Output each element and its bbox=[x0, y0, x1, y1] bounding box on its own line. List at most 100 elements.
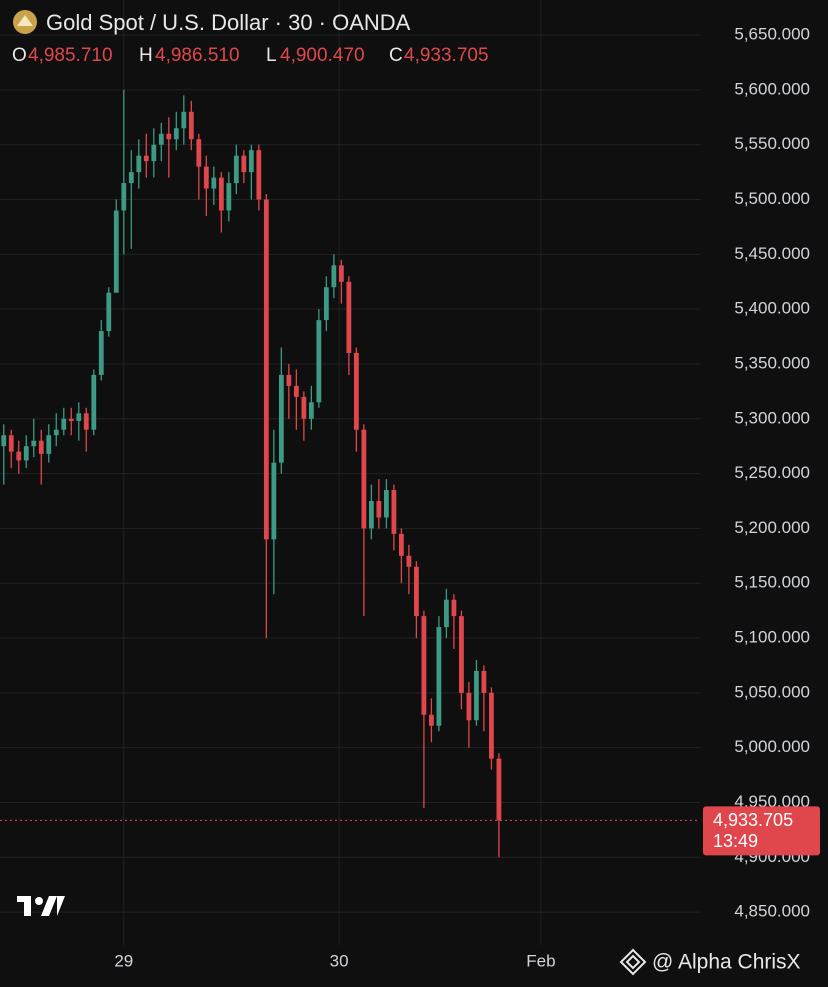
chart-title: Gold Spot / U.S. Dollar · 30 · OANDA bbox=[46, 10, 411, 35]
candle-body bbox=[181, 111, 187, 129]
candle-body bbox=[451, 599, 457, 617]
candle-body bbox=[406, 555, 412, 567]
candle-body bbox=[76, 413, 82, 421]
y-tick-label: 5,250.000 bbox=[734, 463, 810, 482]
candle-body bbox=[353, 353, 359, 430]
candle-body bbox=[316, 320, 322, 403]
candle-body bbox=[113, 210, 119, 293]
candle-body bbox=[413, 566, 419, 617]
last-price-label: 4,933.705 bbox=[713, 810, 793, 830]
candle-body bbox=[136, 155, 142, 173]
candle-body bbox=[346, 281, 352, 354]
candle-body bbox=[53, 429, 59, 436]
x-tick-label: 29 bbox=[114, 951, 133, 970]
candle-body bbox=[429, 714, 434, 726]
candle-body bbox=[376, 501, 382, 518]
candle-body bbox=[436, 627, 442, 726]
candle-body bbox=[151, 144, 157, 162]
x-tick-label: Feb bbox=[526, 951, 555, 970]
ohlc-value: 4,900.470 bbox=[280, 45, 365, 66]
candle-body bbox=[301, 396, 307, 419]
candle-body bbox=[211, 177, 217, 189]
ohlc-key: L bbox=[266, 45, 277, 66]
candle-body bbox=[383, 490, 389, 518]
candle-body bbox=[459, 616, 464, 693]
grid bbox=[0, 0, 700, 945]
candle-body bbox=[8, 435, 14, 452]
candle-body bbox=[121, 183, 127, 211]
candle-body bbox=[128, 172, 134, 184]
candle-body bbox=[23, 446, 29, 461]
y-tick-label: 5,650.000 bbox=[734, 25, 810, 44]
symbol-icon-glyph bbox=[17, 15, 33, 26]
candle-body bbox=[466, 692, 472, 721]
candle-body bbox=[98, 331, 104, 375]
candle-body bbox=[271, 462, 277, 540]
y-tick-label: 5,050.000 bbox=[734, 682, 810, 701]
candle-body bbox=[233, 155, 239, 184]
y-tick-label: 5,200.000 bbox=[734, 518, 810, 537]
candle-body bbox=[391, 490, 397, 534]
watermark-icon bbox=[619, 948, 647, 976]
candle-body bbox=[293, 385, 299, 397]
y-tick-label: 5,300.000 bbox=[734, 408, 810, 427]
candle-body bbox=[278, 374, 284, 463]
candle-body bbox=[421, 616, 427, 715]
candle-body bbox=[16, 451, 22, 461]
y-tick-label: 5,600.000 bbox=[734, 79, 810, 98]
candle-body bbox=[106, 292, 112, 332]
candle-body bbox=[496, 758, 502, 821]
candle-body bbox=[46, 435, 52, 454]
candle-body bbox=[203, 166, 209, 189]
y-tick-label: 5,100.000 bbox=[734, 628, 810, 647]
ohlc-key: C bbox=[389, 45, 403, 66]
y-tick-label: 5,500.000 bbox=[734, 189, 810, 208]
y-tick-label: 5,150.000 bbox=[734, 573, 810, 592]
candle-body bbox=[143, 155, 149, 162]
candle-body bbox=[166, 133, 172, 140]
countdown-label: 13:49 bbox=[713, 831, 758, 851]
candle-body bbox=[91, 374, 97, 430]
candle-body bbox=[256, 150, 262, 200]
candle-body bbox=[308, 402, 314, 419]
candle-body bbox=[31, 440, 37, 447]
candle-body bbox=[444, 599, 449, 628]
ohlc-key: O bbox=[12, 45, 27, 66]
candle-body bbox=[173, 128, 179, 140]
ohlc-value: 4,986.510 bbox=[155, 45, 240, 66]
y-tick-label: 5,350.000 bbox=[734, 353, 810, 372]
candle-body bbox=[241, 155, 247, 173]
candle-body bbox=[323, 287, 329, 321]
candle-body bbox=[474, 670, 479, 721]
watermark: @ Alpha ChrisX bbox=[652, 951, 801, 974]
candle-body bbox=[248, 150, 254, 173]
candle-body bbox=[361, 429, 367, 529]
candle-body bbox=[1, 435, 7, 447]
ohlc-key: H bbox=[139, 45, 153, 66]
x-tick-label: 30 bbox=[330, 951, 349, 970]
y-tick-label: 5,000.000 bbox=[734, 737, 810, 756]
ohlc-value: 4,933.705 bbox=[404, 45, 489, 66]
y-tick-label: 5,400.000 bbox=[734, 299, 810, 318]
candle-body bbox=[489, 692, 494, 759]
candle-body bbox=[286, 374, 292, 386]
candle-body bbox=[218, 177, 224, 211]
candle-body bbox=[263, 199, 269, 540]
candle-body bbox=[61, 418, 67, 430]
candle-body bbox=[368, 501, 374, 529]
candle-body bbox=[83, 413, 89, 430]
candle-body bbox=[38, 440, 44, 454]
candle-body bbox=[188, 111, 194, 140]
y-tick-label: 5,450.000 bbox=[734, 244, 810, 263]
y-tick-label: 4,850.000 bbox=[734, 902, 810, 921]
candles bbox=[1, 89, 502, 858]
candle-body bbox=[196, 139, 202, 167]
last-price-box bbox=[703, 806, 820, 856]
candle-body bbox=[68, 418, 74, 421]
candle-body bbox=[158, 133, 164, 145]
candle-body bbox=[226, 183, 232, 211]
candle-body bbox=[398, 533, 404, 556]
tv-logo bbox=[17, 896, 65, 916]
